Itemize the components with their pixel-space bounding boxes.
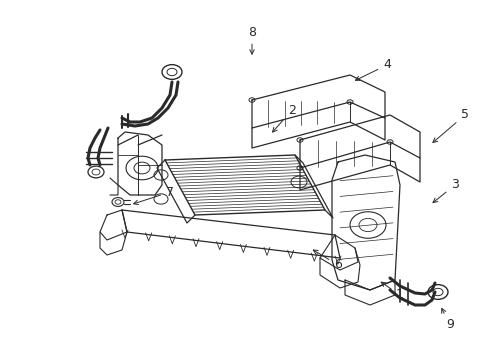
Text: 1: 1: [381, 282, 403, 301]
Circle shape: [346, 100, 352, 104]
Text: 8: 8: [247, 26, 256, 54]
Text: 5: 5: [432, 108, 468, 143]
Text: 6: 6: [313, 250, 341, 271]
Text: 4: 4: [355, 58, 390, 80]
Text: 3: 3: [432, 179, 458, 203]
Circle shape: [296, 138, 303, 142]
Text: 2: 2: [272, 104, 295, 132]
Circle shape: [386, 140, 392, 144]
Text: 9: 9: [441, 309, 453, 332]
Text: 7: 7: [133, 185, 174, 204]
Circle shape: [296, 166, 303, 170]
Circle shape: [248, 98, 254, 102]
